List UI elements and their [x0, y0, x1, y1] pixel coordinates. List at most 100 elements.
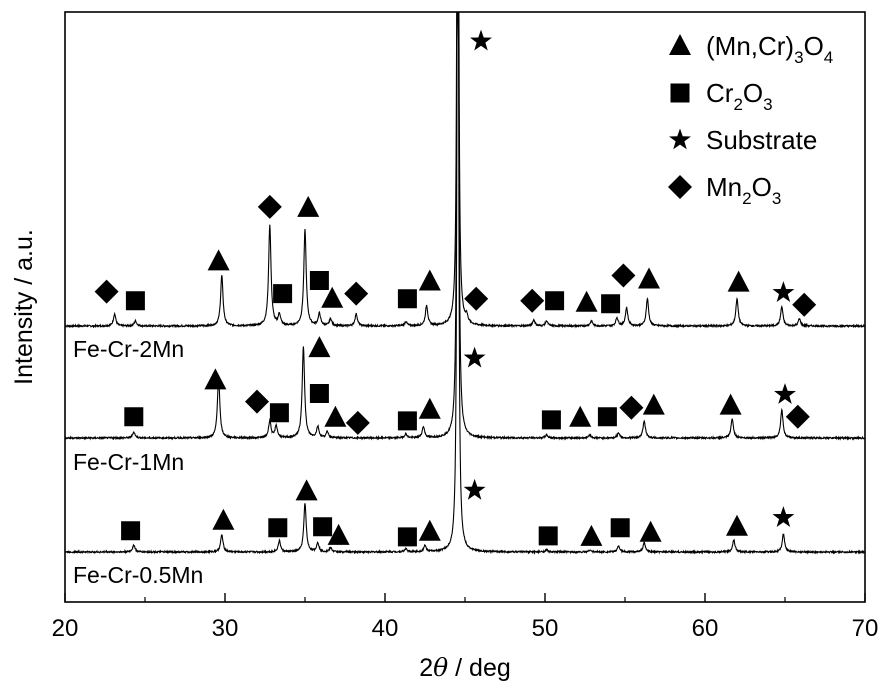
- x-tick-label-30: 30: [212, 615, 239, 642]
- star-marker: [772, 281, 795, 302]
- legend-label-part: 3: [763, 95, 772, 114]
- diamond-marker: [345, 410, 370, 435]
- triangle-marker: [726, 514, 748, 536]
- diamond-marker: [785, 404, 810, 429]
- x-tick-label-60: 60: [692, 615, 719, 642]
- triangle-marker: [418, 397, 441, 419]
- legend-label-0: (Mn,Cr)3O4: [706, 31, 833, 67]
- legend-label-part: 2: [733, 95, 742, 114]
- triangle-marker: [580, 524, 603, 546]
- square-marker: [601, 294, 621, 314]
- sample-label: Fe-Cr-0.5Mn: [73, 562, 203, 588]
- legend-label-part: O: [804, 31, 824, 61]
- diamond-marker: [257, 194, 282, 219]
- diamond-marker: [619, 395, 644, 420]
- triangle-marker: [639, 520, 662, 542]
- triangle-marker: [418, 269, 441, 291]
- triangle-marker: [321, 286, 344, 308]
- legend-label-2: Substrate: [706, 125, 817, 155]
- legend-label-part: Cr: [706, 78, 734, 108]
- triangle-marker: [719, 393, 742, 415]
- square-marker: [541, 410, 561, 430]
- square-marker: [397, 411, 417, 431]
- x-axis-label-theta: θ: [433, 653, 448, 682]
- triangle-marker: [569, 405, 592, 427]
- square-marker: [125, 291, 145, 311]
- square-marker: [124, 407, 144, 427]
- square-marker: [397, 527, 417, 547]
- square-marker: [121, 521, 141, 541]
- series-Fe-Cr-0.5Mn: Fe-Cr-0.5Mn: [64, 12, 866, 588]
- legend-label-part: 3: [794, 48, 803, 67]
- square-marker: [610, 518, 630, 538]
- triangle-marker: [308, 336, 331, 358]
- sample-label: Fe-Cr-1Mn: [73, 449, 184, 475]
- square-marker: [268, 518, 288, 538]
- x-tick-label-70: 70: [852, 615, 879, 642]
- legend-diamond-icon: [668, 175, 692, 199]
- x-axis-label: 2θ / deg: [419, 653, 511, 682]
- pattern-line-Fe-Cr-2Mn: [64, 12, 866, 329]
- diamond-marker: [245, 389, 269, 414]
- legend-label-part: 3: [772, 189, 781, 208]
- square-marker: [597, 407, 617, 427]
- legend-label-1: Cr2O3: [706, 78, 773, 114]
- triangle-marker: [207, 249, 230, 271]
- x-axis-label-prefix: 2: [419, 654, 433, 682]
- pattern-line-Fe-Cr-1Mn: [64, 12, 866, 441]
- triangle-marker: [327, 523, 350, 545]
- triangle-marker: [212, 508, 235, 530]
- star-marker: [463, 478, 486, 500]
- pattern-line-Fe-Cr-0.5Mn: [64, 12, 866, 555]
- diamond-marker: [464, 286, 489, 311]
- diamond-marker: [520, 288, 545, 313]
- legend-label-part: (Mn,Cr): [706, 31, 794, 61]
- legend-label-part: O: [743, 78, 763, 108]
- square-marker: [545, 291, 565, 311]
- legend-label-part: O: [752, 172, 772, 202]
- sample-label: Fe-Cr-2Mn: [73, 336, 184, 362]
- star-marker: [772, 506, 795, 527]
- diffraction-patterns: Fe-Cr-2Mn Fe-Cr-1Mn Fe-Cr-0.5Mn: [64, 12, 866, 588]
- diamond-marker: [344, 281, 369, 306]
- square-marker: [313, 517, 333, 537]
- legend-label-3: Mn2O3: [706, 172, 781, 208]
- star-marker: [463, 346, 486, 368]
- diamond-marker: [611, 263, 636, 288]
- triangle-marker: [638, 267, 660, 289]
- star-marker: [470, 29, 492, 51]
- triangle-marker: [297, 195, 320, 217]
- square-marker: [309, 384, 329, 404]
- triangle-marker: [727, 270, 750, 292]
- legend-star-icon: [669, 128, 691, 150]
- triangle-marker: [418, 519, 441, 541]
- legend-label-part: 2: [742, 189, 751, 208]
- star-marker: [774, 383, 796, 404]
- triangle-marker: [642, 393, 665, 415]
- x-tick-label-50: 50: [532, 615, 559, 642]
- x-axis-label-unit: / deg: [448, 654, 511, 682]
- legend-label-part: Substrate: [706, 125, 817, 155]
- legend-label-part: Mn: [706, 172, 742, 202]
- series-Fe-Cr-2Mn: Fe-Cr-2Mn: [64, 12, 866, 362]
- legend-triangle-icon: [669, 34, 691, 55]
- triangle-marker: [295, 479, 318, 501]
- square-marker: [269, 403, 289, 423]
- x-tick-label-20: 20: [52, 615, 79, 642]
- square-marker: [397, 289, 417, 309]
- triangle-marker: [204, 368, 227, 390]
- x-axis-ticks: 20 30 40 50 60 70: [52, 593, 879, 642]
- diamond-marker: [94, 279, 119, 304]
- square-marker: [538, 526, 558, 546]
- triangle-marker: [575, 290, 598, 312]
- triangle-marker: [324, 405, 347, 427]
- diamond-marker: [792, 292, 817, 317]
- legend-label-part: 4: [824, 48, 833, 67]
- legend-square-icon: [670, 83, 690, 103]
- square-marker: [309, 271, 329, 291]
- series-Fe-Cr-1Mn: Fe-Cr-1Mn: [64, 12, 866, 475]
- square-marker: [273, 284, 293, 304]
- x-tick-label-40: 40: [372, 615, 399, 642]
